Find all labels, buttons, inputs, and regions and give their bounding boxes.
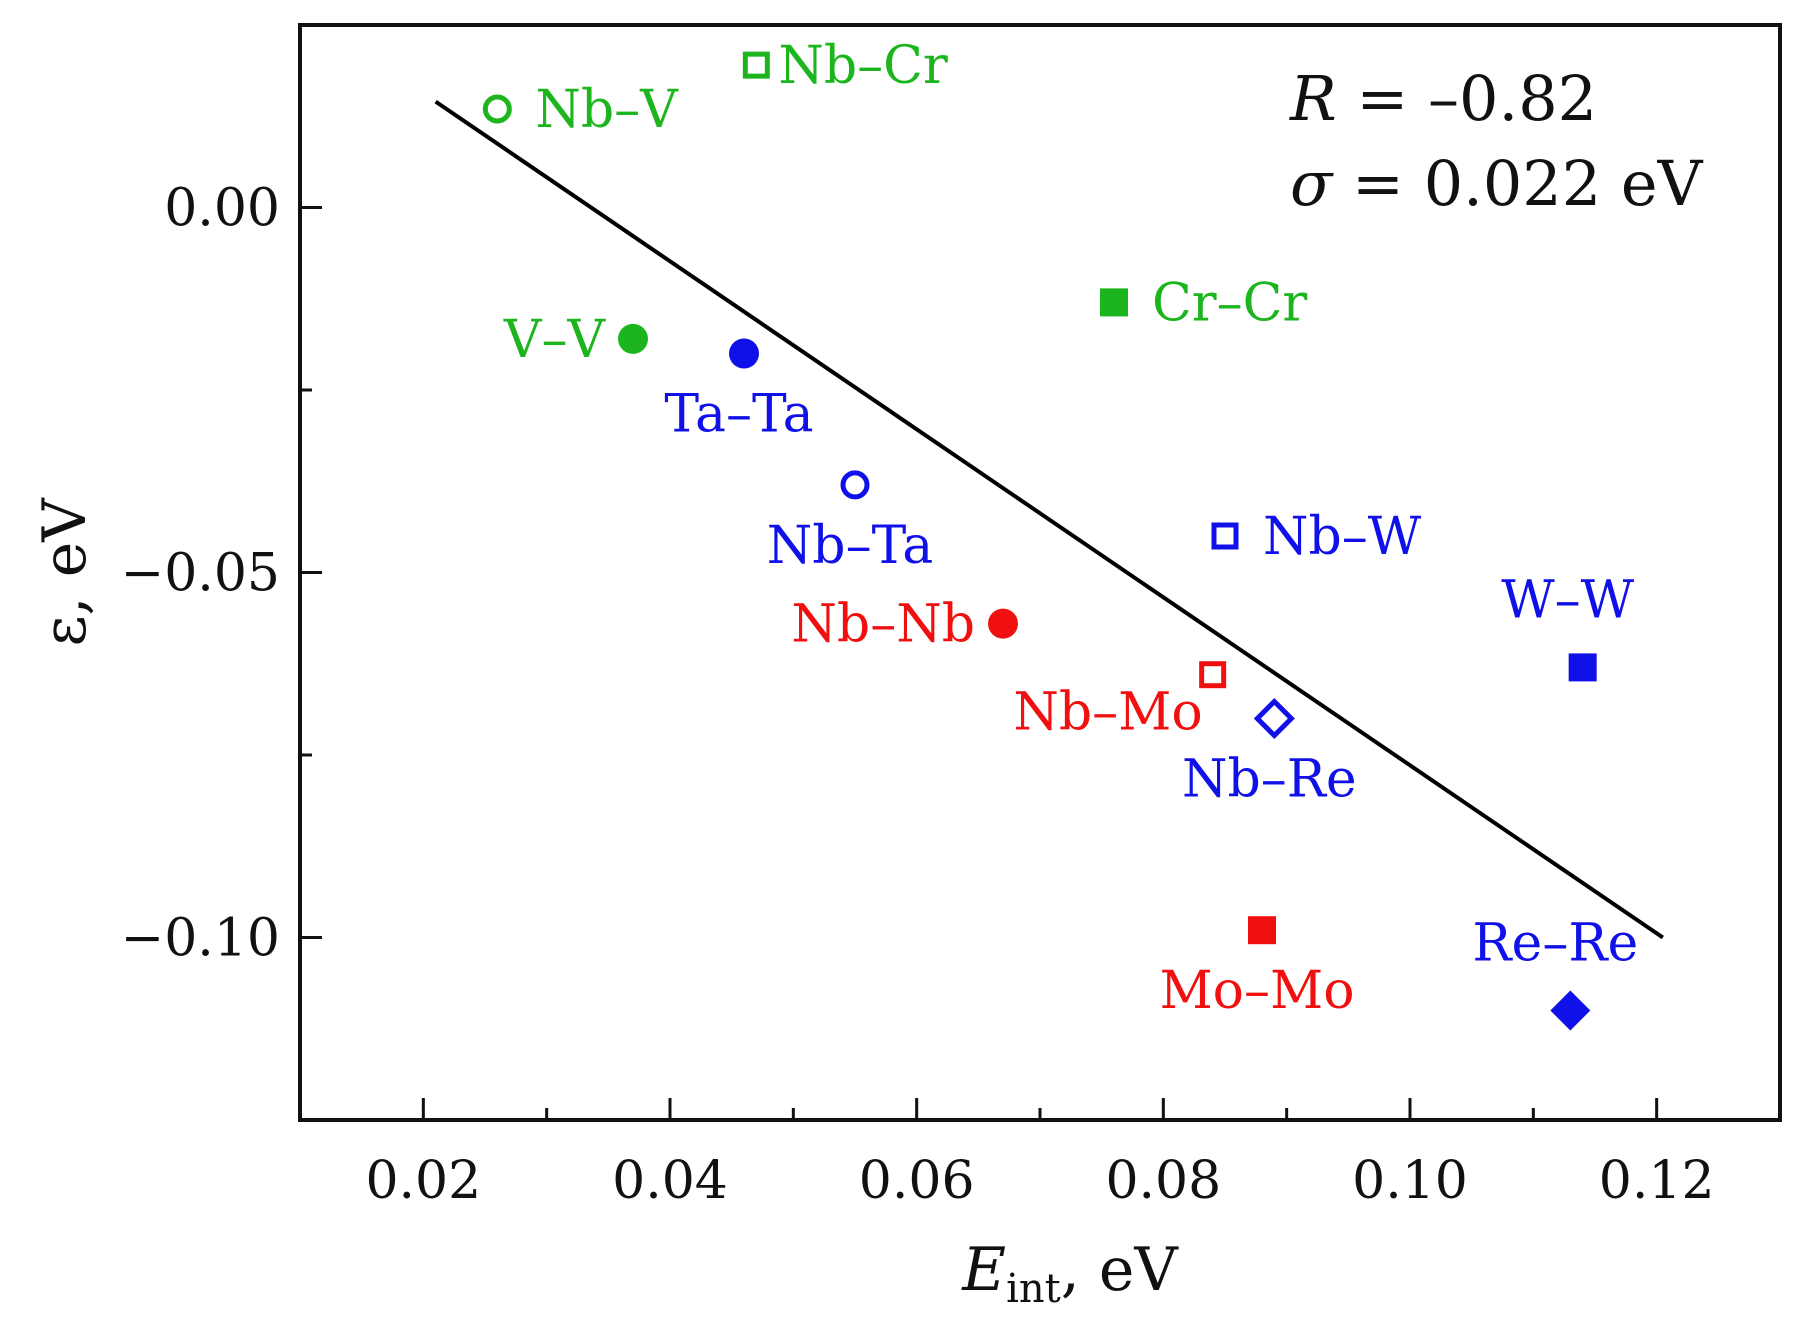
point-label: Nb–W — [1263, 507, 1422, 567]
data-point: Cr–Cr — [1100, 273, 1307, 333]
marker-square-filled — [1248, 916, 1276, 945]
x-axis-symbol: E — [961, 1235, 1006, 1305]
r-symbol: R — [1289, 62, 1337, 135]
point-label: Nb–Ta — [767, 516, 933, 576]
x-tick-label: 0.12 — [1599, 1151, 1715, 1211]
data-point: Nb–V — [482, 80, 679, 140]
point-label: Nb–Mo — [1013, 683, 1202, 743]
fit-line-group — [434, 99, 1664, 940]
x-axis-unit: , eV — [1061, 1235, 1180, 1305]
marker-square-open — [742, 51, 770, 79]
point-label: Cr–Cr — [1152, 273, 1307, 333]
point-label: Re–Re — [1472, 914, 1638, 974]
point-label: Nb–Re — [1182, 750, 1357, 810]
marker-circle-filled — [988, 608, 1018, 639]
x-tick-label: 0.08 — [1105, 1151, 1221, 1211]
x-axis-title: Eint, eV — [961, 1235, 1179, 1312]
point-label: Nb–Nb — [791, 595, 975, 655]
point-label: V–V — [503, 310, 607, 370]
data-point: W–W — [1501, 570, 1635, 682]
data-points: Nb–V Nb–Cr V–V Cr–Cr Ta–Ta Nb–Ta Nb–W W–W Nb–Re R… — [482, 36, 1638, 1031]
marker-circle-filled — [618, 323, 648, 354]
marker-diamond-open — [1253, 697, 1295, 740]
sigma-value: = 0.022 eV — [1332, 147, 1703, 220]
point-label: Mo–Mo — [1159, 961, 1354, 1021]
data-point: Nb–Nb — [791, 595, 1018, 655]
data-point: Nb–W — [1211, 507, 1422, 567]
x-tick-label: 0.06 — [859, 1151, 975, 1211]
data-point: Mo–Mo — [1159, 916, 1355, 1021]
marker-diamond-filled — [1550, 990, 1591, 1031]
y-axis-title: ε, eV — [30, 497, 100, 647]
point-label: Nb–V — [535, 80, 679, 140]
data-point: Ta–Ta — [664, 338, 814, 445]
data-point: V–V — [503, 310, 648, 370]
data-point: Nb–Mo — [1013, 661, 1227, 743]
y-tick-label: −0.05 — [121, 544, 280, 604]
r-value: = –0.82 — [1337, 62, 1597, 135]
y-tick-label: 0.00 — [164, 179, 280, 239]
sigma-value-text: σ = 0.022 eV — [1290, 147, 1704, 220]
point-label: Nb–Cr — [778, 36, 948, 96]
data-point: Re–Re — [1472, 914, 1638, 1031]
axis-titles: Eint, eV ε, eV — [30, 497, 1179, 1312]
x-tick-label: 0.10 — [1352, 1151, 1468, 1211]
y-tick-label: −0.10 — [121, 909, 280, 969]
data-point: Nb–Cr — [742, 36, 948, 96]
marker-square-filled — [1568, 653, 1597, 682]
x-tick-label: 0.02 — [365, 1151, 481, 1211]
point-label: W–W — [1501, 570, 1634, 630]
marker-square-open — [1211, 522, 1239, 550]
x-axis-subscript: int — [1006, 1266, 1061, 1312]
marker-circle-filled — [729, 338, 759, 369]
r-value-text: R = –0.82 — [1289, 62, 1597, 135]
regression-line — [434, 99, 1664, 940]
marker-square-open — [1199, 661, 1227, 689]
data-point: Nb–Ta — [767, 470, 933, 576]
axis-ticks: 0.02 0.04 0.06 0.08 0.10 0.12 0.00 −0.05 −0.10 — [121, 179, 1715, 1212]
sigma-symbol: σ — [1290, 147, 1334, 220]
data-point: Nb–Re — [1182, 697, 1357, 810]
statistics-annotation: R = –0.82σ = 0.022 eV — [1289, 62, 1704, 220]
marker-circle-open — [840, 470, 870, 500]
point-label: Ta–Ta — [664, 385, 813, 445]
marker-circle-open — [482, 94, 512, 124]
marker-square-filled — [1100, 288, 1128, 317]
x-tick-label: 0.04 — [612, 1151, 728, 1211]
